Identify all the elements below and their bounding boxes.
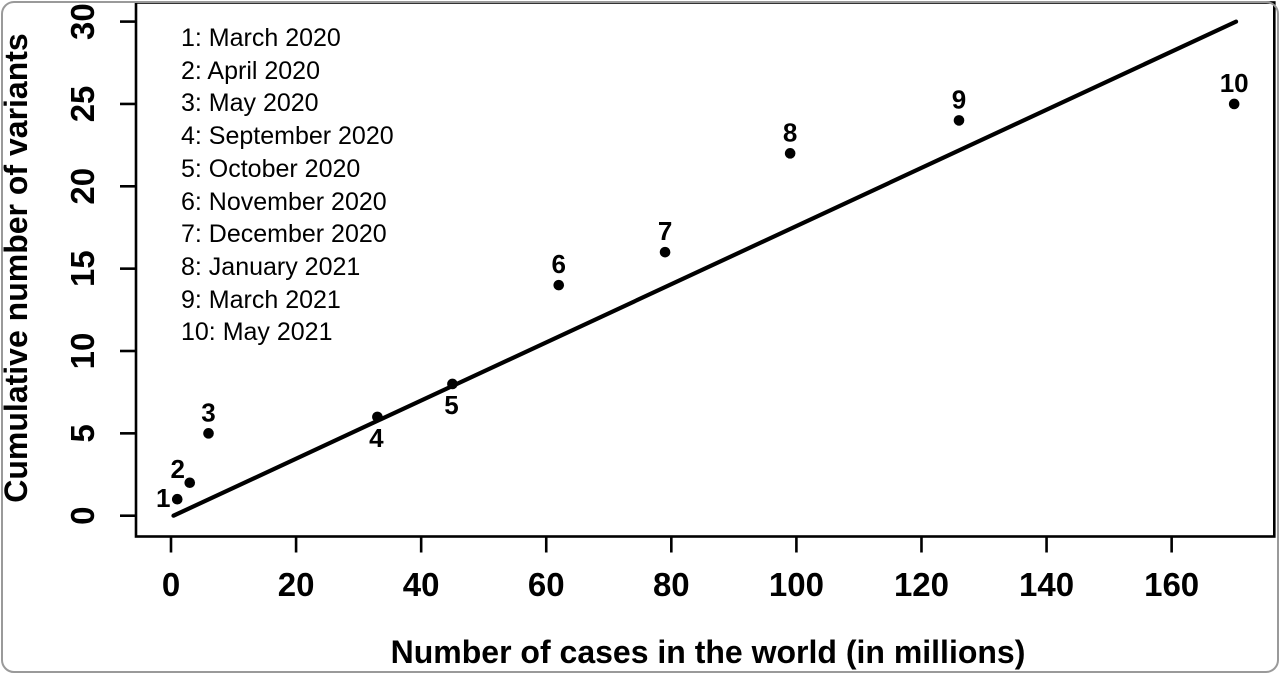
data-point-8 — [784, 148, 796, 159]
legend-entry-6: 6: November 2020 — [181, 187, 387, 216]
data-point-1 — [171, 493, 183, 505]
point-label-8: 8 — [783, 117, 797, 147]
y-tick-label: 15 — [64, 250, 101, 287]
x-tick-label: 160 — [1144, 566, 1199, 603]
x-tick-label: 0 — [162, 566, 180, 603]
point-label-2: 2 — [171, 454, 185, 484]
x-tick-label: 140 — [1019, 566, 1074, 603]
legend-entry-7: 7: December 2020 — [181, 220, 387, 249]
legend-entry-2: 2: April 2020 — [181, 56, 320, 85]
x-tick-label: 20 — [278, 566, 315, 603]
data-point-4 — [372, 411, 383, 423]
trend-line — [171, 19, 1239, 518]
point-label-9: 9 — [952, 84, 966, 114]
point-label-10: 10 — [1220, 68, 1249, 98]
y-tick-label: 10 — [64, 333, 101, 370]
data-point-6 — [553, 279, 565, 291]
y-axis-title: Cumulative number of variants — [0, 33, 34, 502]
x-tick-label: 60 — [528, 566, 565, 603]
data-point-5 — [447, 378, 458, 390]
data-point-7 — [659, 246, 671, 258]
trend-line-group — [171, 19, 1239, 518]
point-label-5: 5 — [444, 390, 458, 420]
point-label-4: 4 — [369, 423, 384, 453]
chart-legend: 1: March 2020 2: April 2020 3: May 2020 4: … — [181, 22, 394, 349]
point-label-3: 3 — [201, 397, 215, 427]
y-tick-label: 0 — [64, 507, 101, 525]
legend-entry-3: 3: May 2020 — [181, 89, 319, 118]
data-point-9 — [953, 115, 965, 126]
y-axis-ticks: 0 5 10 15 20 25 30 — [64, 3, 136, 525]
y-tick-label: 30 — [64, 3, 101, 40]
data-point-10 — [1228, 98, 1240, 110]
point-label-7: 7 — [658, 216, 672, 246]
legend-entry-9: 9: March 2021 — [181, 285, 341, 314]
x-axis-ticks: 0 20 40 60 80 100 120 140 160 — [162, 536, 1199, 603]
data-point-2 — [184, 477, 196, 489]
x-tick-label: 120 — [894, 566, 949, 603]
legend-entry-5: 5: October 2020 — [181, 154, 361, 183]
y-tick-label: 5 — [64, 424, 101, 442]
x-axis-title: Number of cases in the world (in million… — [391, 634, 1026, 670]
data-point-3 — [203, 428, 214, 439]
y-tick-label: 25 — [64, 86, 101, 123]
legend-entry-4: 4: September 2020 — [181, 122, 394, 151]
data-points-group: 123 4 5 6 7 8 9 10 — [156, 68, 1249, 513]
legend-entry-1: 1: March 2020 — [181, 24, 341, 52]
x-tick-label: 40 — [403, 566, 440, 603]
x-tick-label: 80 — [653, 566, 690, 603]
legend-entry-8: 8: January 2021 — [181, 252, 361, 281]
x-tick-label: 100 — [769, 566, 824, 603]
point-label-1: 1 — [156, 483, 170, 513]
legend-entry-10: 10: May 2021 — [181, 318, 333, 347]
point-label-6: 6 — [552, 249, 566, 279]
y-tick-label: 20 — [64, 168, 101, 205]
